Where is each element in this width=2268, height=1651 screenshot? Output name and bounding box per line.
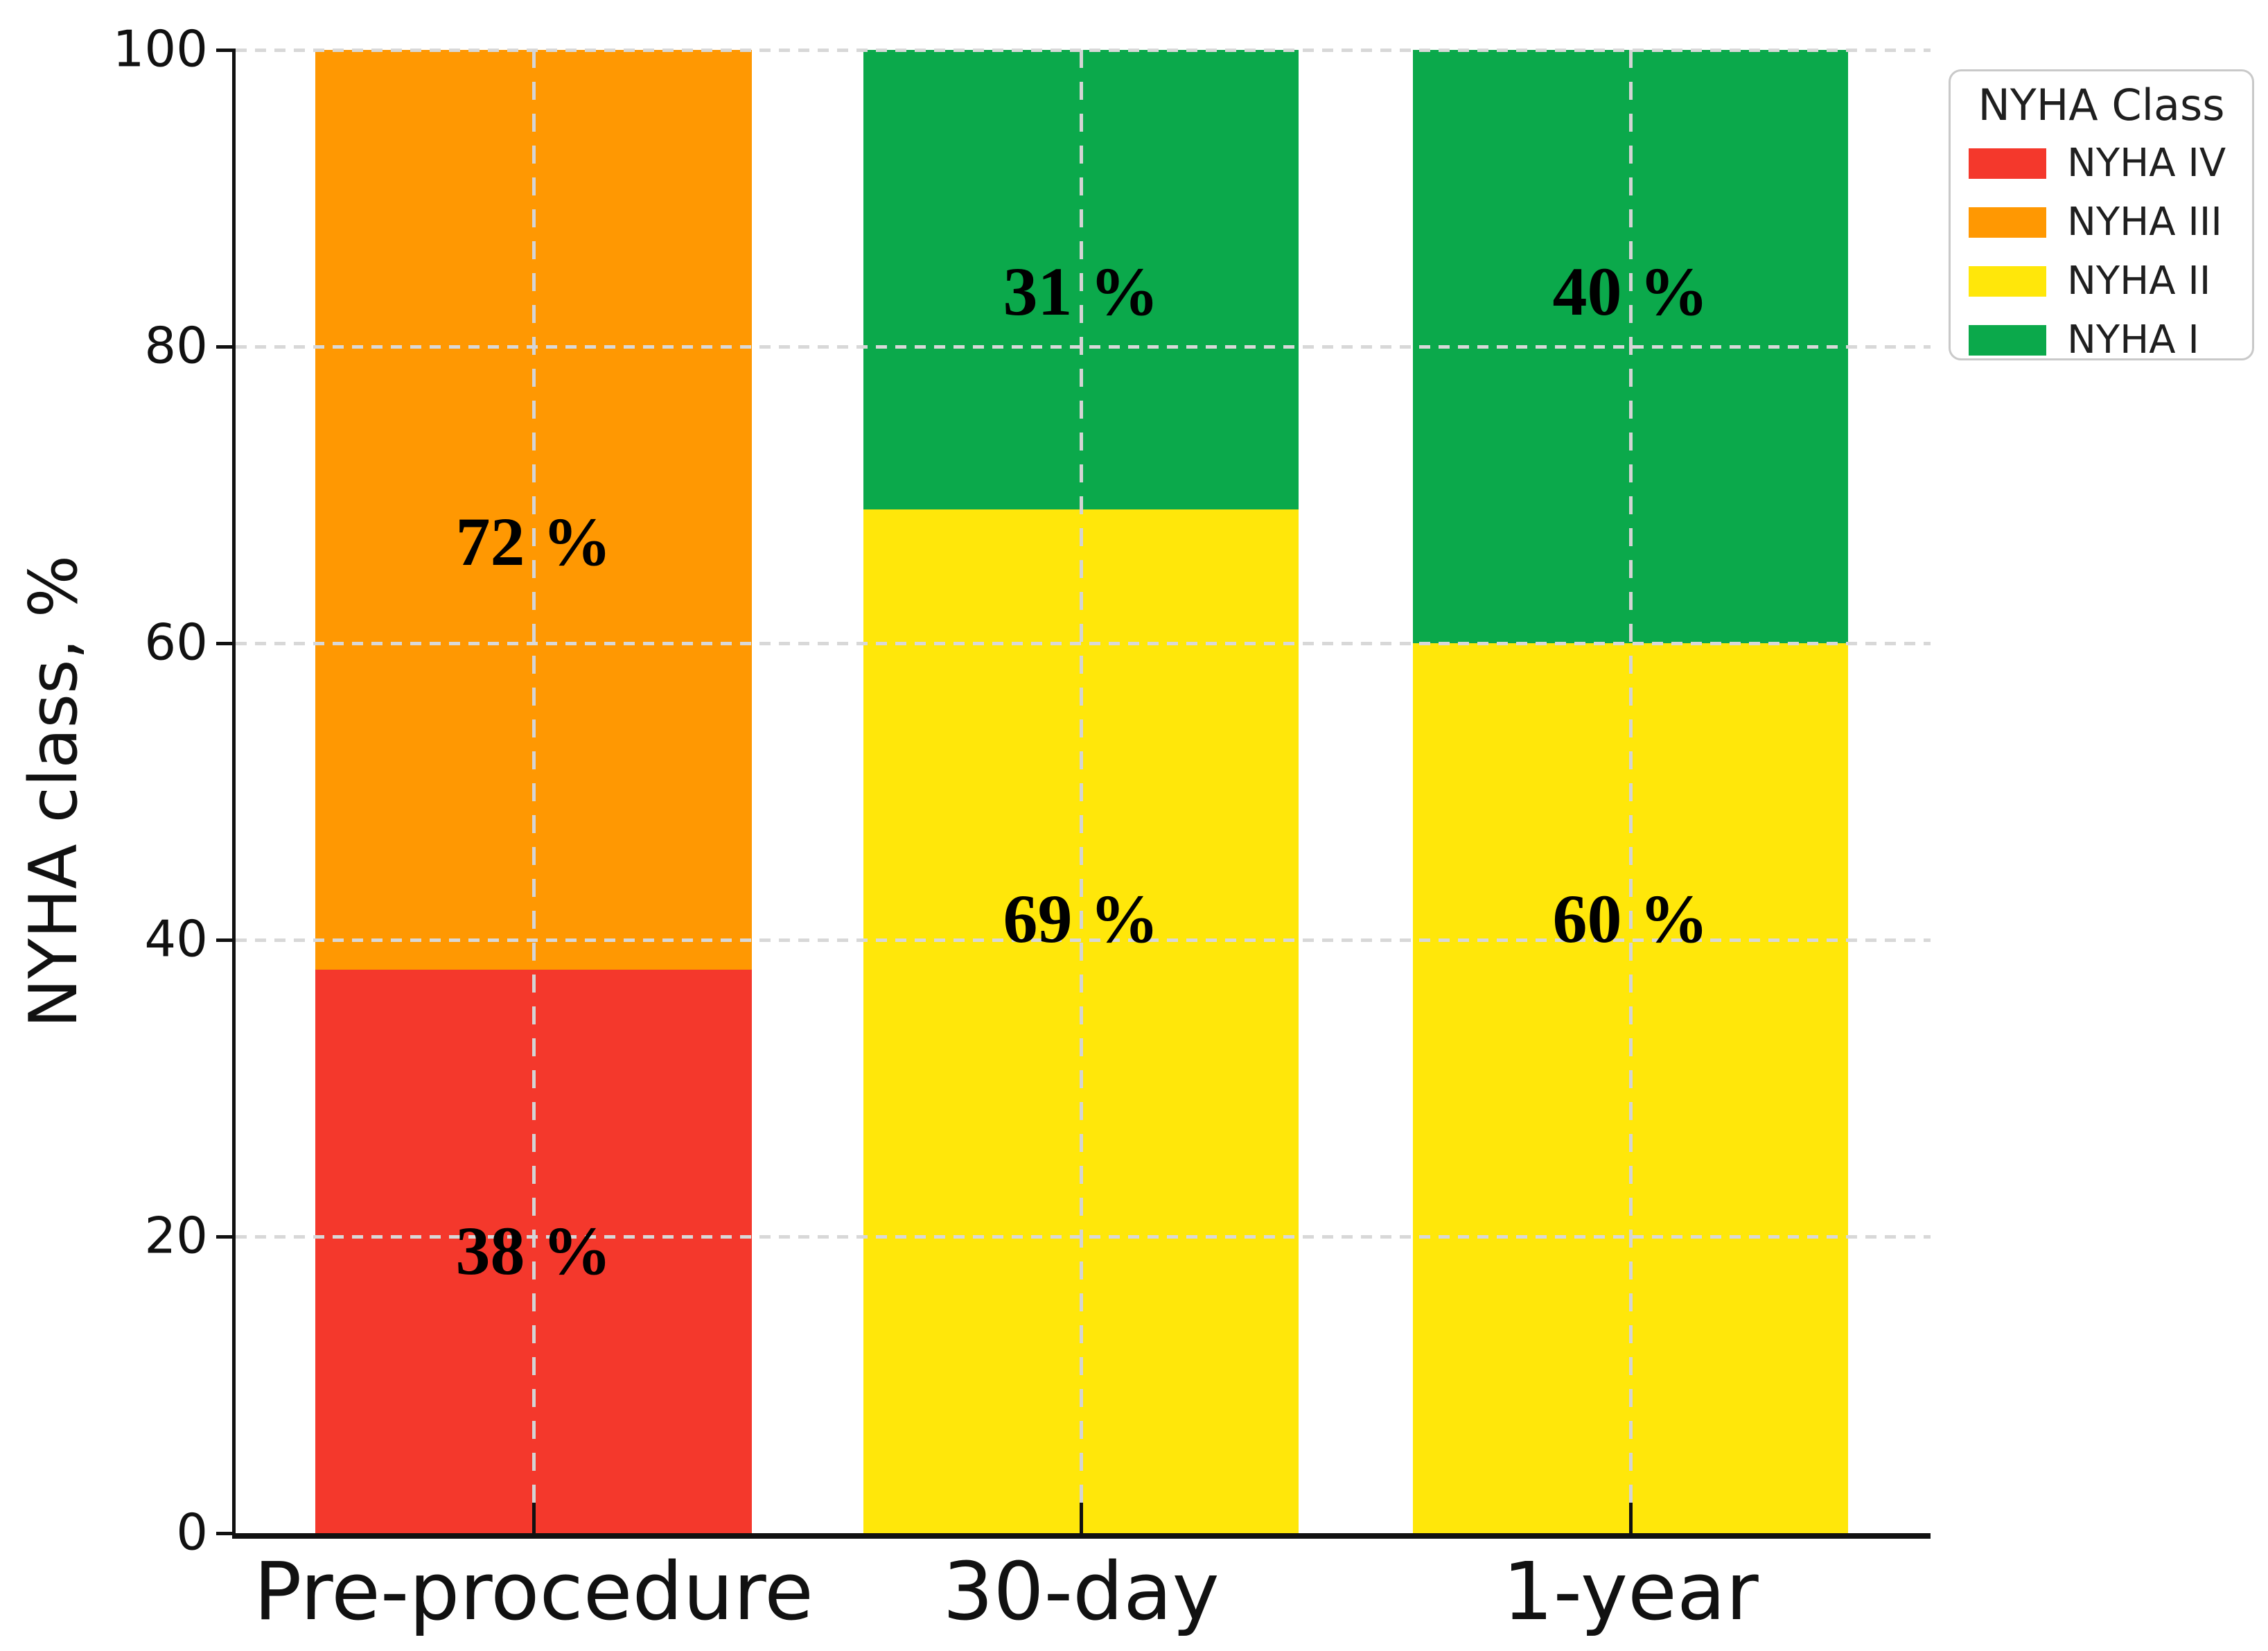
legend-item-label: NYHA III <box>2067 200 2222 245</box>
x-tick-label: Pre-procedure <box>254 1546 814 1639</box>
x-tick-label: 30-day <box>942 1546 1220 1639</box>
v-gridline <box>1629 50 1633 1533</box>
left-spine <box>232 50 236 1537</box>
y-tick-mark <box>216 49 236 52</box>
legend-title: NYHA Class <box>1978 80 2225 130</box>
y-tick-mark <box>216 1532 236 1535</box>
x-tick-label: 1-year <box>1502 1546 1759 1639</box>
y-tick-label: 100 <box>112 19 208 78</box>
legend-swatch <box>1969 148 2046 179</box>
h-gridline <box>236 49 1931 52</box>
bar-segment-label: 72 % <box>455 503 612 581</box>
x-tick-mark <box>1629 1503 1633 1533</box>
bar-segment-label: 60 % <box>1552 880 1709 958</box>
legend-item: NYHA I <box>1969 321 2199 360</box>
y-tick-label: 80 <box>144 316 208 375</box>
h-gridline <box>236 642 1931 645</box>
legend-item: NYHA II <box>1969 262 2210 301</box>
y-tick-label: 20 <box>144 1206 208 1265</box>
y-tick-label: 40 <box>144 909 208 968</box>
legend-item: NYHA IV <box>1969 144 2226 183</box>
legend: NYHA Class NYHA IV NYHA III NYHA II NYHA I <box>1949 69 2254 360</box>
bar-segment-label: 40 % <box>1552 252 1709 330</box>
v-gridline <box>1080 50 1083 1533</box>
v-gridline <box>532 50 536 1533</box>
x-tick-mark <box>532 1503 536 1533</box>
y-tick-mark <box>216 938 236 942</box>
legend-swatch <box>1969 266 2046 297</box>
y-tick-label: 60 <box>144 613 208 672</box>
bar-segment-label: 38 % <box>455 1212 612 1290</box>
y-tick-mark <box>216 1235 236 1239</box>
bottom-spine <box>232 1533 1931 1539</box>
y-tick-label: 0 <box>176 1503 208 1562</box>
y-tick-mark <box>216 642 236 645</box>
legend-item-label: NYHA II <box>2067 259 2211 304</box>
legend-item: NYHA III <box>1969 203 2222 242</box>
h-gridline <box>236 938 1931 942</box>
legend-item-label: NYHA I <box>2067 317 2199 362</box>
x-tick-mark <box>1080 1503 1083 1533</box>
h-gridline <box>236 1235 1931 1239</box>
legend-swatch <box>1969 207 2046 238</box>
legend-swatch <box>1969 325 2046 356</box>
h-gridline <box>236 345 1931 349</box>
legend-item-label: NYHA IV <box>2067 141 2226 186</box>
bar-segment-label: 69 % <box>1003 880 1159 958</box>
bar-segment-label: 31 % <box>1003 252 1159 330</box>
y-tick-mark <box>216 345 236 349</box>
